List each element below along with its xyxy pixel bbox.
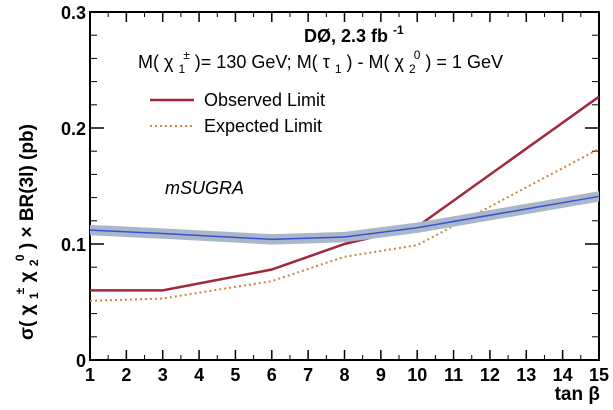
msugra-label: mSUGRA — [165, 178, 244, 198]
y-title-chi-b-sub: 2 — [27, 259, 41, 266]
y-tick-label: 0 — [76, 351, 86, 371]
x-tick-label: 8 — [339, 365, 349, 385]
y-title-rest: ) × BR(3l) (pb) — [17, 124, 38, 249]
x-axis-title: tan β — [555, 384, 600, 405]
y-tick-labels: 0 0.1 0.2 0.3 — [61, 3, 86, 371]
y-title-chi-b: χ — [17, 271, 38, 282]
legend-label-observed: Observed Limit — [204, 90, 325, 110]
y-title-sigma: σ( — [17, 320, 38, 340]
x-tick-labels: 1 2 3 4 5 6 7 8 9 10 11 12 13 14 15 — [85, 365, 609, 385]
series-layer — [89, 95, 600, 302]
y-title-chi-b-sup: 0 — [13, 254, 27, 261]
y-tick-label: 0.1 — [61, 235, 86, 255]
x-tick-label: 9 — [376, 365, 386, 385]
x-tick-label: 1 — [85, 365, 95, 385]
legend-label-expected: Expected Limit — [204, 116, 322, 136]
msugra-line — [89, 195, 600, 241]
x-tick-label: 2 — [121, 365, 131, 385]
x-tick-label: 14 — [553, 365, 573, 385]
x-tick-label: 10 — [407, 365, 427, 385]
x-tick-label: 15 — [589, 365, 609, 385]
legend: Observed Limit Expected Limit — [150, 90, 325, 136]
y-title-chi-a: χ — [17, 304, 38, 315]
msugra-band — [90, 191, 599, 245]
x-tick-label: 4 — [194, 365, 204, 385]
x-tick-label: 7 — [303, 365, 313, 385]
x-tick-label: 12 — [480, 365, 500, 385]
axis-ticks — [89, 11, 600, 361]
x-tick-label: 5 — [230, 365, 240, 385]
x-tick-label: 11 — [444, 365, 463, 385]
observed-limit-line — [90, 95, 600, 292]
x-tick-label: 3 — [158, 365, 168, 385]
y-title-chi-a-sup: ± — [13, 287, 27, 294]
y-tick-label: 0.2 — [61, 119, 86, 139]
y-tick-label: 0.3 — [61, 3, 86, 23]
y-title-chi-a-sub: 1 — [27, 292, 41, 299]
experiment-label-sup: -1 — [393, 23, 404, 37]
x-tick-label: 13 — [516, 365, 536, 385]
mass-condition: M( χ 1 ± )= 130 GeV; M( τ 1 ) - M( χ 2 0… — [138, 43, 503, 77]
experiment-label: DØ, 2.3 fb -1 — [304, 23, 404, 46]
x-tick-label: 6 — [267, 365, 277, 385]
expected-limit-line — [89, 147, 600, 302]
y-axis-title: σ( χ 1 ± χ 2 0 ) × BR(3l) (pb) — [8, 124, 43, 340]
